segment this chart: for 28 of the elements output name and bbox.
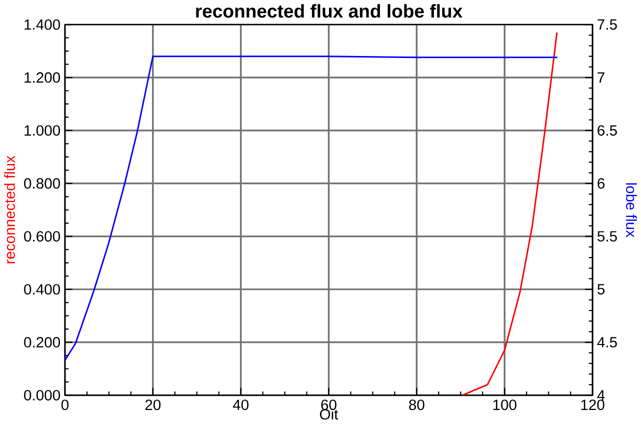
- y2-tick-label: 4: [597, 390, 605, 400]
- y2-tick-label: 5.5: [598, 231, 617, 242]
- y2-tick-label: 7.5: [598, 20, 617, 30]
- y2-tick-label: 4.5: [597, 337, 617, 348]
- y-tick-label: 1.000: [24, 125, 60, 136]
- y-tick-label: 1.200: [24, 72, 60, 83]
- x-tick-label: 60: [321, 400, 336, 410]
- x-axis-title: Oit: [320, 408, 338, 420]
- line-series: [462, 32, 558, 396]
- x-tick-label: 100: [493, 400, 516, 410]
- x-tick-label: 120: [581, 400, 604, 410]
- y2-tick-label: 6.5: [598, 125, 617, 136]
- x-tick-label: 20: [145, 400, 161, 410]
- x-tick-label: 40: [232, 400, 248, 410]
- x-tick-label: 0: [61, 400, 69, 410]
- y2-axis-title: lobe flux: [626, 183, 637, 238]
- y-tick-label: 0.000: [24, 390, 60, 401]
- y2-tick-label: 5: [598, 284, 605, 295]
- y2-tick-label: 7: [598, 72, 604, 83]
- y-tick-label: 1.400: [24, 19, 60, 30]
- y-tick-label: 0.400: [24, 284, 60, 295]
- y-tick-label: 0.600: [24, 231, 60, 242]
- x-tick-label: 80: [409, 400, 424, 410]
- y-axis-title: reconnected flux: [4, 156, 16, 264]
- y-tick-label: 0.200: [24, 337, 60, 348]
- chart-title: reconnected flux and lobe flux: [196, 4, 462, 18]
- y-tick-label: 0.800: [24, 178, 60, 189]
- y2-tick-label: 6: [598, 178, 604, 189]
